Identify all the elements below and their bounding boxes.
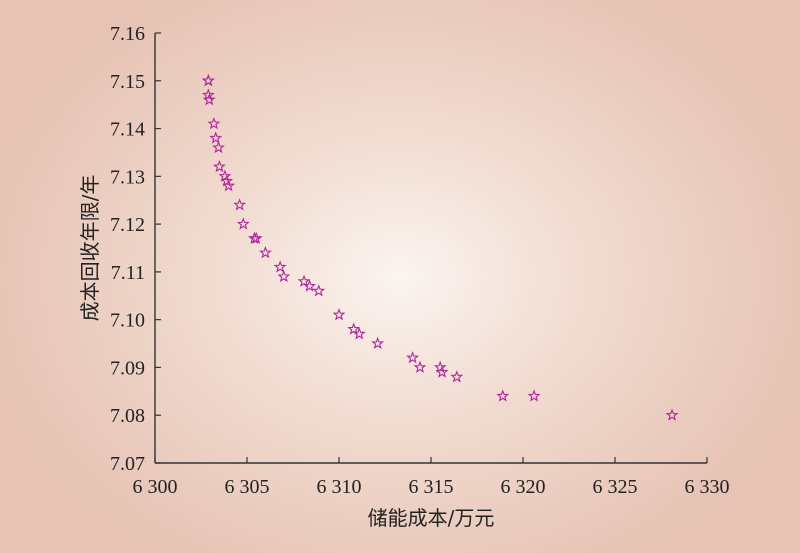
x-tick-label: 6 315 — [409, 476, 454, 498]
y-tick-label: 7.14 — [110, 119, 145, 141]
y-tick-label: 7.10 — [110, 310, 145, 332]
data-point-star — [207, 117, 221, 130]
data-point-star — [527, 389, 541, 402]
y-axis-ticks: 7.07 7.08 7.09 7.10 7.11 7.12 7.13 7.14 7.15 7.16 — [110, 23, 161, 475]
data-point-star — [406, 351, 420, 364]
plot-area: 6 300 6 305 6 310 6 315 6 320 6 325 6 330 7.07… — [110, 23, 730, 498]
data-point-star — [209, 131, 223, 144]
data-point-star — [202, 93, 216, 106]
data-point-star — [297, 274, 311, 287]
x-axis-ticks: 6 300 6 305 6 310 6 315 6 320 6 325 6 330 — [133, 457, 730, 498]
y-tick-label: 7.16 — [110, 23, 145, 45]
data-point-star — [249, 231, 263, 244]
data-point-star — [236, 217, 250, 230]
data-point-star — [332, 308, 346, 321]
data-point-star — [303, 279, 316, 292]
y-tick-label: 7.12 — [110, 214, 145, 236]
x-tick-label: 6 305 — [225, 476, 270, 498]
data-point-star — [212, 140, 225, 154]
data-point-star — [222, 179, 236, 192]
y-tick-label: 7.13 — [110, 166, 145, 188]
data-point-star — [347, 322, 361, 335]
x-tick-label: 6 325 — [593, 476, 638, 498]
y-tick-label: 7.11 — [111, 262, 145, 284]
data-point-star — [212, 160, 226, 173]
data-point-star — [496, 389, 510, 402]
y-tick-label: 7.15 — [110, 71, 145, 93]
data-point-star — [433, 360, 447, 373]
data-point-star — [233, 198, 247, 211]
data-point-star — [352, 327, 366, 340]
data-point-star — [435, 365, 449, 378]
data-point-star — [218, 169, 232, 182]
data-point-star — [665, 408, 679, 421]
x-tick-label: 6 330 — [685, 476, 730, 498]
data-point-star — [273, 260, 287, 273]
data-point-star — [450, 370, 464, 383]
y-tick-label: 7.08 — [110, 405, 145, 427]
x-tick-label: 6 320 — [501, 476, 546, 498]
data-point-star — [220, 174, 234, 187]
x-tick-label: 6 300 — [133, 476, 178, 498]
data-point-star — [277, 269, 291, 283]
y-tick-label: 7.07 — [110, 453, 145, 475]
data-point-star — [201, 74, 215, 87]
data-point-star — [258, 246, 272, 259]
y-axis-title: 成本回收年限/年 — [78, 175, 102, 322]
data-point-star — [312, 284, 326, 297]
x-axis-title: 储能成本/万元 — [368, 506, 495, 530]
y-tick-label: 7.09 — [110, 357, 145, 379]
data-point-star — [413, 360, 427, 373]
data-points — [201, 74, 679, 421]
data-point-star — [371, 336, 385, 350]
x-tick-label: 6 310 — [317, 476, 362, 498]
